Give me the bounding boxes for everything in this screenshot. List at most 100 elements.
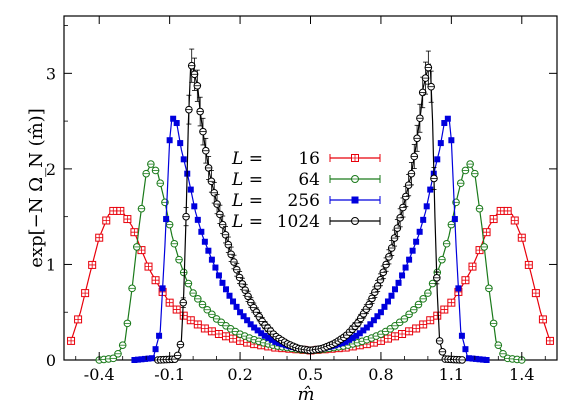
data-point — [363, 324, 370, 331]
axes: -0.4 -0.1 0.2 0.5 0.8 1.1 1.4 0 1 2 3 — [46, 16, 557, 384]
marker-cross — [377, 337, 385, 345]
legend-label-prefix: L = — [231, 149, 263, 169]
data-point — [370, 317, 377, 324]
data-point — [455, 285, 462, 292]
data-point — [416, 228, 423, 235]
marker-cross — [412, 324, 420, 332]
data-point — [448, 137, 455, 144]
x-tick-label: 0.8 — [368, 365, 393, 384]
data-point — [261, 332, 268, 339]
marker-cross — [166, 299, 174, 307]
marker-cross — [405, 327, 413, 335]
legend-marker-cross — [351, 154, 359, 162]
marker-cross — [476, 246, 484, 254]
data-point — [462, 346, 469, 353]
marker-cross — [511, 216, 519, 224]
marker-cross — [398, 330, 406, 338]
data-point — [233, 303, 240, 310]
data-point — [149, 355, 156, 362]
data-point — [275, 339, 282, 346]
data-point — [159, 285, 166, 292]
marker-cross — [137, 246, 145, 254]
legend-label-value: 16 — [298, 149, 320, 169]
marker-cross — [123, 215, 131, 223]
data-point — [346, 336, 353, 343]
marker-cross — [74, 315, 82, 323]
data-point — [141, 355, 148, 362]
data-point — [247, 321, 254, 328]
data-point — [173, 120, 180, 127]
y-tick-label: 2 — [46, 160, 56, 179]
data-point — [258, 330, 265, 337]
marker-cross — [532, 289, 540, 297]
data-point — [444, 115, 451, 122]
data-point — [349, 334, 356, 341]
data-point — [360, 327, 367, 334]
marker-cross — [180, 312, 188, 320]
x-tick-label: 0.5 — [298, 365, 323, 384]
data-point — [367, 321, 374, 328]
data-point — [163, 216, 170, 223]
data-point — [353, 332, 360, 339]
data-point — [138, 356, 145, 363]
data-point — [356, 330, 363, 337]
data-point — [205, 247, 212, 254]
marker-cross — [152, 276, 160, 284]
data-point — [194, 216, 201, 223]
data-point — [381, 303, 388, 310]
marker-cross — [194, 320, 202, 328]
marker-cross — [95, 234, 103, 242]
legend: L = 16 L = 64 L = 256 L = 1024 — [231, 149, 381, 232]
marker-cross — [201, 324, 209, 332]
marker-cross — [518, 234, 526, 242]
marker-cross — [546, 337, 554, 345]
marker-cross — [490, 215, 498, 223]
data-point — [437, 140, 444, 147]
marker-cross — [440, 306, 448, 314]
marker-cross — [433, 312, 441, 320]
marker-cross — [468, 263, 476, 271]
marker-cross — [67, 337, 75, 345]
marker-cross — [222, 332, 230, 340]
data-point — [427, 186, 434, 193]
x-tick-label: 1.1 — [439, 365, 464, 384]
data-point — [208, 256, 215, 263]
series-group — [67, 48, 554, 364]
data-point — [420, 216, 427, 223]
data-point — [483, 357, 490, 363]
data-point — [226, 292, 233, 299]
marker-cross — [236, 337, 244, 345]
data-point — [388, 292, 395, 299]
data-point — [152, 346, 159, 353]
data-point — [222, 286, 229, 293]
data-point — [458, 332, 465, 339]
marker-cross — [102, 216, 110, 224]
data-point — [166, 137, 173, 144]
data-point — [219, 279, 226, 286]
data-point — [399, 272, 406, 279]
legend-label-prefix: L = — [231, 191, 263, 211]
marker-cross — [88, 261, 96, 269]
data-point — [191, 203, 198, 210]
marker-cross — [384, 335, 392, 343]
data-point — [342, 338, 349, 345]
legend-label-value: 256 — [288, 191, 320, 211]
marker-cross — [483, 228, 491, 236]
marker-cross — [215, 330, 223, 338]
data-point — [395, 279, 402, 286]
data-point — [339, 339, 346, 346]
data-point — [377, 309, 384, 316]
data-point — [423, 203, 430, 210]
x-tick-label: -0.1 — [154, 365, 185, 384]
data-point — [473, 355, 480, 362]
data-point — [409, 247, 416, 254]
data-point — [215, 272, 222, 279]
x-axis-label: m̂ — [297, 384, 314, 405]
data-point — [268, 336, 275, 343]
data-point — [254, 327, 261, 334]
marker-cross — [419, 320, 427, 328]
marker-cross — [109, 207, 117, 215]
legend-marker — [351, 196, 359, 204]
data-point — [476, 356, 483, 363]
marker-cross — [173, 306, 181, 314]
